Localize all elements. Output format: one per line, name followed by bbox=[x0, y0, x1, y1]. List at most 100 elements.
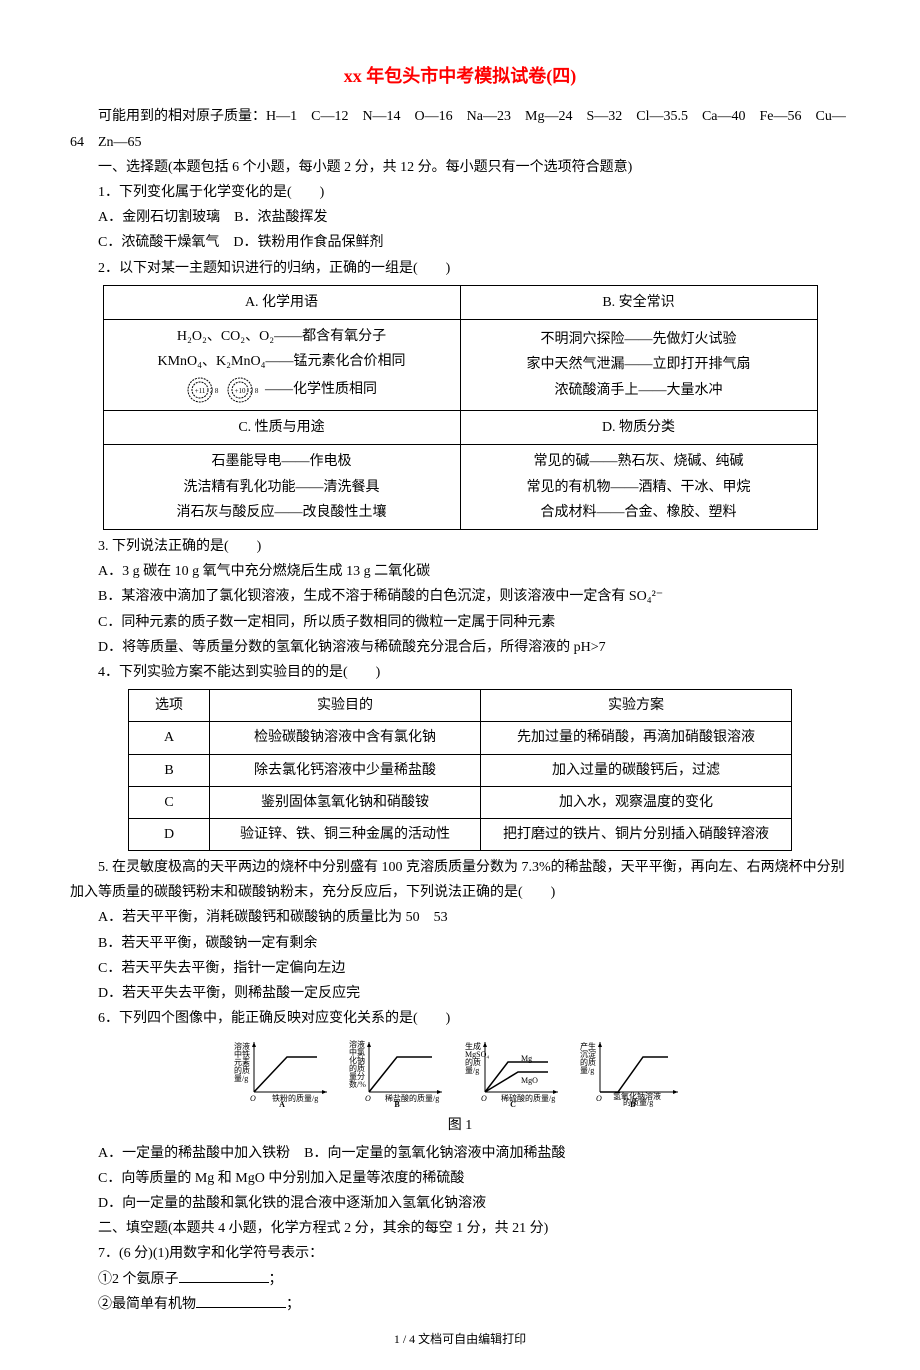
q3-option-a: A．3 g 碳在 10 g 氧气中充分燃烧后生成 13 g 二氧化碳 bbox=[70, 559, 850, 584]
blank-field bbox=[179, 1282, 269, 1283]
q6-option-a: A．一定量的稀盐酸中加入铁粉 B．向一定量的氢氧化钠溶液中滴加稀盐酸 bbox=[70, 1141, 850, 1166]
q2-b-line2: 家中天然气泄漏——立即打开排气扇 bbox=[469, 352, 809, 377]
q5-option-d: D．若天平失去平衡，则稀盐酸一定反应完 bbox=[70, 981, 850, 1006]
q6-charts: 溶液 中铁 元素 的质 量/g O 铁粉的质量/g A 溶液 中氯 化钠 的质 … bbox=[70, 1037, 850, 1107]
svg-text:C: C bbox=[510, 1100, 516, 1107]
table-row: A 检验碳酸钠溶液中含有氯化钠 先加过量的稀硝酸，再滴加硝酸银溶液 bbox=[129, 722, 792, 754]
q2-b-line1: 不明洞穴探险——先做灯火试验 bbox=[469, 327, 809, 352]
q5-stem: 5. 在灵敏度极高的天平两边的烧杯中分别盛有 100 克溶质质量分数为 7.3%… bbox=[70, 855, 850, 905]
chart-d-icon: 产生 沉淀 的质 量/g O 氢氧化钠溶液 的质量/g D bbox=[578, 1037, 688, 1107]
q2-c-line1: 石墨能导电——作电极 bbox=[112, 449, 452, 474]
q7-line2: ②最简单有机物 ； bbox=[70, 1292, 850, 1317]
svg-text:数/%: 数/% bbox=[349, 1079, 366, 1089]
q4-row-opt: D bbox=[129, 818, 210, 850]
svg-text:+10: +10 bbox=[234, 387, 245, 395]
svg-text:B: B bbox=[395, 1100, 401, 1107]
q2-stem: 2．以下对某一主题知识进行的归纳，正确的一组是( ) bbox=[70, 256, 850, 281]
page-footer: 1 / 4 文档可自由编辑打印 bbox=[70, 1329, 850, 1351]
svg-text:+11: +11 bbox=[195, 387, 206, 395]
q4-row-purpose: 验证锌、铁、铜三种金属的活动性 bbox=[210, 818, 481, 850]
svg-text:量/g: 量/g bbox=[234, 1074, 248, 1083]
q4-stem: 4．下列实验方案不能达到实验目的的是( ) bbox=[70, 660, 850, 685]
table-row: B 除去氯化钙溶液中少量稀盐酸 加入过量的碳酸钙后，过滤 bbox=[129, 754, 792, 786]
q6-figure-caption: 图 1 bbox=[70, 1113, 850, 1138]
atomic-masses: 可能用到的相对原子质量：H—1 C—12 N—14 O—16 Na—23 Mg—… bbox=[70, 104, 850, 154]
q4-table: 选项 实验目的 实验方案 A 检验碳酸钠溶液中含有氯化钠 先加过量的稀硝酸，再滴… bbox=[128, 689, 792, 851]
q4-row-opt: B bbox=[129, 754, 210, 786]
svg-text:O: O bbox=[250, 1094, 256, 1103]
q1-option-c: C．浓硫酸干燥氧气 D．铁粉用作食品保鲜剂 bbox=[70, 230, 850, 255]
q2-d-title: D. 物质分类 bbox=[460, 411, 817, 445]
q3-option-d: D．将等质量、等质量分数的氢氧化钠溶液与稀硫酸充分混合后，所得溶液的 pH>7 bbox=[70, 635, 850, 660]
q4-row-opt: A bbox=[129, 722, 210, 754]
q6-option-c: C．向等质量的 Mg 和 MgO 中分别加入足量等浓度的稀硫酸 bbox=[70, 1166, 850, 1191]
q4-row-purpose: 除去氯化钙溶液中少量稀盐酸 bbox=[210, 754, 481, 786]
svg-text:量/g: 量/g bbox=[465, 1066, 479, 1075]
q4-header-opt: 选项 bbox=[129, 690, 210, 722]
chart-c-icon: Mg MgO 生成 MgSO₄ 的质 量/g O 稀硫酸的质量/g C bbox=[463, 1037, 563, 1107]
q2-c-title: C. 性质与用途 bbox=[103, 411, 460, 445]
q2-d-content: 常见的碱——熟石灰、烧碱、纯碱 常见的有机物——酒精、干冰、甲烷 合成材料——合… bbox=[460, 445, 817, 530]
svg-text:2 8: 2 8 bbox=[210, 387, 219, 395]
q3-option-b: B．某溶液中滴加了氯化钡溶液，生成不溶于稀硝酸的白色沉淀，则该溶液中一定含有 S… bbox=[70, 584, 850, 609]
q4-row-purpose: 检验碳酸钠溶液中含有氯化钠 bbox=[210, 722, 481, 754]
q4-row-purpose: 鉴别固体氢氧化钠和硝酸铵 bbox=[210, 786, 481, 818]
svg-text:Mg: Mg bbox=[521, 1054, 532, 1063]
q4-row-plan: 加入过量的碳酸钙后，过滤 bbox=[481, 754, 792, 786]
q2-table: A. 化学用语 B. 安全常识 H₂O₂、CO₂、O₂——都含有氧分子 KMnO… bbox=[103, 285, 818, 530]
svg-text:量/g: 量/g bbox=[580, 1066, 594, 1075]
q6-option-d: D．向一定量的盐酸和氯化铁的混合液中逐渐加入氢氧化钠溶液 bbox=[70, 1191, 850, 1216]
q1-option-a: A．金刚石切割玻璃 B．浓盐酸挥发 bbox=[70, 205, 850, 230]
q4-row-plan: 加入水，观察温度的变化 bbox=[481, 786, 792, 818]
q1-stem: 1．下列变化属于化学变化的是( ) bbox=[70, 180, 850, 205]
q2-c-line2: 洗洁精有乳化功能——清洗餐具 bbox=[112, 475, 452, 500]
q2-b-content: 不明洞穴探险——先做灯火试验 家中天然气泄漏——立即打开排气扇 浓硫酸滴手上——… bbox=[460, 319, 817, 410]
svg-text:D: D bbox=[630, 1100, 636, 1107]
q4-header-purpose: 实验目的 bbox=[210, 690, 481, 722]
chart-b-icon: 溶液 中氯 化钠 的质 量分 数/% O 稀盐酸的质量/g B bbox=[347, 1037, 447, 1107]
section-1-heading: 一、选择题(本题包括 6 个小题，每小题 2 分，共 12 分。每小题只有一个选… bbox=[70, 155, 850, 180]
q4-header-plan: 实验方案 bbox=[481, 690, 792, 722]
q2-b-line3: 浓硫酸滴手上——大量水冲 bbox=[469, 378, 809, 403]
blank-field bbox=[196, 1307, 286, 1308]
svg-text:稀盐酸的质量/g: 稀盐酸的质量/g bbox=[385, 1093, 439, 1103]
table-row: C 鉴别固体氢氧化钠和硝酸铵 加入水，观察温度的变化 bbox=[129, 786, 792, 818]
q4-row-plan: 把打磨过的铁片、铜片分别插入硝酸锌溶液 bbox=[481, 818, 792, 850]
q4-row-opt: C bbox=[129, 786, 210, 818]
q3-option-c: C．同种元素的质子数一定相同，所以质子数相同的微粒一定属于同种元素 bbox=[70, 610, 850, 635]
q2-d-line2: 常见的有机物——酒精、干冰、甲烷 bbox=[469, 475, 809, 500]
q5-option-c: C．若天平失去平衡，指针一定偏向左边 bbox=[70, 956, 850, 981]
svg-text:O: O bbox=[365, 1094, 371, 1103]
section-2-heading: 二、填空题(本题共 4 小题，化学方程式 2 分，其余的每空 1 分，共 21 … bbox=[70, 1216, 850, 1241]
q5-option-a: A．若天平平衡，消耗碳酸钙和碳酸钠的质量比为 50 53 bbox=[70, 905, 850, 930]
svg-text:2 8: 2 8 bbox=[249, 387, 258, 395]
q5-option-b: B．若天平平衡，碳酸钠一定有剩余 bbox=[70, 931, 850, 956]
svg-text:A: A bbox=[279, 1100, 285, 1107]
q2-a-line1: H₂O₂、CO₂、O₂——都含有氧分子 bbox=[112, 324, 452, 349]
q7-suffix: ； bbox=[286, 1297, 300, 1312]
q7-l1-text: ①2 个氨原子 bbox=[98, 1272, 179, 1287]
svg-text:MgO: MgO bbox=[521, 1076, 538, 1085]
svg-text:O: O bbox=[596, 1094, 602, 1103]
q2-b-title: B. 安全常识 bbox=[460, 285, 817, 319]
q2-a-content: H₂O₂、CO₂、O₂——都含有氧分子 KMnO₄、K₂MnO₄——锰元素化合价… bbox=[103, 319, 460, 410]
q4-row-plan: 先加过量的稀硝酸，再滴加硝酸银溶液 bbox=[481, 722, 792, 754]
page-title: xx 年包头市中考模拟试卷(四) bbox=[70, 60, 850, 92]
q6-stem: 6．下列四个图像中，能正确反映对应变化关系的是( ) bbox=[70, 1006, 850, 1031]
table-row: D 验证锌、铁、铜三种金属的活动性 把打磨过的铁片、铜片分别插入硝酸锌溶液 bbox=[129, 818, 792, 850]
q2-a-line3: +11 2 8 +10 2 8 ——化学性质相同 bbox=[112, 374, 452, 406]
q2-c-content: 石墨能导电——作电极 洗洁精有乳化功能——清洗餐具 消石灰与酸反应——改良酸性土… bbox=[103, 445, 460, 530]
q2-a-title: A. 化学用语 bbox=[103, 285, 460, 319]
q2-d-line3: 合成材料——合金、橡胶、塑料 bbox=[469, 500, 809, 525]
q7-l2-text: ②最简单有机物 bbox=[98, 1297, 196, 1312]
atom-diagram-icon: +11 2 8 bbox=[186, 374, 222, 406]
q7-suffix: ； bbox=[269, 1272, 283, 1287]
chart-a-icon: 溶液 中铁 元素 的质 量/g O 铁粉的质量/g A bbox=[232, 1037, 332, 1107]
svg-text:O: O bbox=[481, 1094, 487, 1103]
q2-a-line2: KMnO₄、K₂MnO₄——锰元素化合价相同 bbox=[112, 349, 452, 374]
q7-line1: ①2 个氨原子 ； bbox=[70, 1267, 850, 1292]
q2-d-line1: 常见的碱——熟石灰、烧碱、纯碱 bbox=[469, 449, 809, 474]
q2-c-line3: 消石灰与酸反应——改良酸性土壤 bbox=[112, 500, 452, 525]
q3-stem: 3. 下列说法正确的是( ) bbox=[70, 534, 850, 559]
svg-text:的质量/g: 的质量/g bbox=[623, 1097, 653, 1107]
